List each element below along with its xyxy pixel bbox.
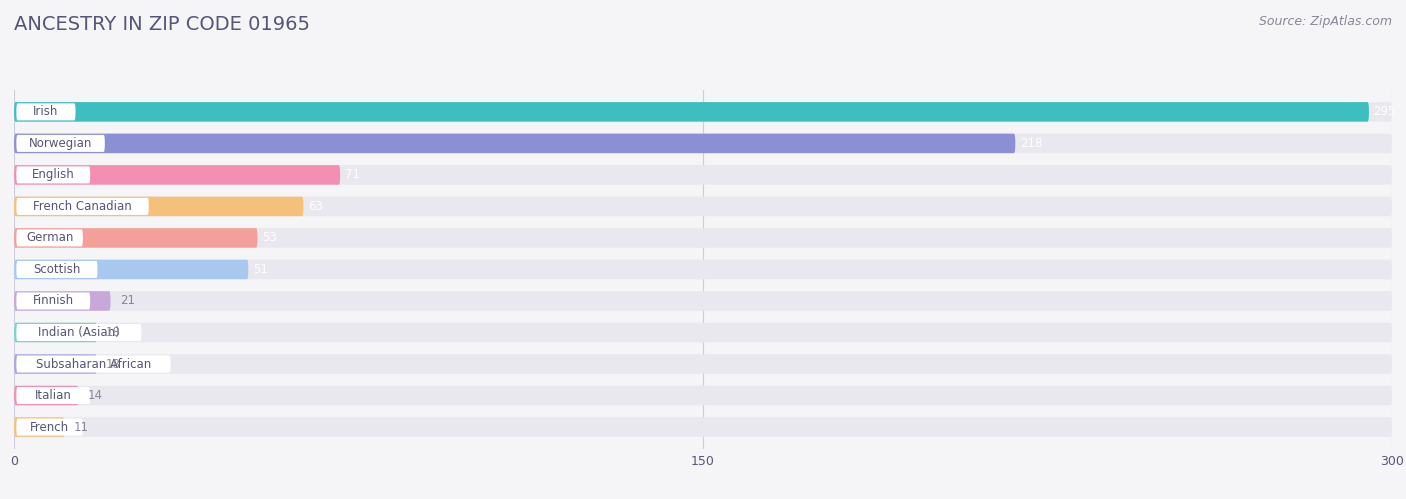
- FancyBboxPatch shape: [17, 198, 149, 215]
- FancyBboxPatch shape: [14, 259, 1392, 279]
- FancyBboxPatch shape: [14, 386, 1392, 405]
- Text: 11: 11: [73, 421, 89, 434]
- Text: French: French: [30, 421, 69, 434]
- Text: 63: 63: [308, 200, 323, 213]
- FancyBboxPatch shape: [14, 354, 1392, 374]
- FancyBboxPatch shape: [14, 197, 1392, 216]
- Text: Italian: Italian: [35, 389, 72, 402]
- FancyBboxPatch shape: [17, 230, 83, 247]
- FancyBboxPatch shape: [14, 197, 304, 216]
- FancyBboxPatch shape: [17, 103, 76, 120]
- FancyBboxPatch shape: [14, 228, 1392, 248]
- FancyBboxPatch shape: [14, 259, 249, 279]
- FancyBboxPatch shape: [14, 134, 1392, 153]
- FancyBboxPatch shape: [14, 165, 340, 185]
- Text: ANCESTRY IN ZIP CODE 01965: ANCESTRY IN ZIP CODE 01965: [14, 15, 311, 34]
- Text: Source: ZipAtlas.com: Source: ZipAtlas.com: [1258, 15, 1392, 28]
- Text: 18: 18: [105, 326, 121, 339]
- FancyBboxPatch shape: [14, 417, 1392, 437]
- FancyBboxPatch shape: [14, 323, 1392, 342]
- FancyBboxPatch shape: [14, 354, 97, 374]
- Text: 53: 53: [262, 232, 277, 245]
- Text: Scottish: Scottish: [34, 263, 80, 276]
- Text: French Canadian: French Canadian: [34, 200, 132, 213]
- FancyBboxPatch shape: [17, 261, 97, 278]
- Text: 18: 18: [105, 357, 121, 370]
- FancyBboxPatch shape: [17, 355, 170, 373]
- FancyBboxPatch shape: [14, 417, 65, 437]
- Text: Indian (Asian): Indian (Asian): [38, 326, 120, 339]
- Text: 71: 71: [344, 169, 360, 182]
- Text: 295: 295: [1374, 105, 1396, 118]
- Text: Subsaharan African: Subsaharan African: [37, 357, 152, 370]
- Text: 51: 51: [253, 263, 267, 276]
- FancyBboxPatch shape: [17, 292, 90, 309]
- FancyBboxPatch shape: [14, 291, 1392, 311]
- FancyBboxPatch shape: [14, 386, 79, 405]
- FancyBboxPatch shape: [17, 419, 83, 436]
- Text: 21: 21: [120, 294, 135, 307]
- FancyBboxPatch shape: [14, 323, 97, 342]
- FancyBboxPatch shape: [14, 228, 257, 248]
- Text: 218: 218: [1019, 137, 1042, 150]
- FancyBboxPatch shape: [14, 165, 1392, 185]
- Text: Irish: Irish: [34, 105, 59, 118]
- FancyBboxPatch shape: [17, 166, 90, 184]
- FancyBboxPatch shape: [17, 135, 105, 152]
- FancyBboxPatch shape: [14, 102, 1369, 122]
- FancyBboxPatch shape: [17, 324, 142, 341]
- FancyBboxPatch shape: [14, 134, 1015, 153]
- Text: Norwegian: Norwegian: [30, 137, 93, 150]
- FancyBboxPatch shape: [14, 102, 1392, 122]
- Text: English: English: [32, 169, 75, 182]
- FancyBboxPatch shape: [17, 387, 90, 404]
- FancyBboxPatch shape: [14, 291, 111, 311]
- Text: Finnish: Finnish: [32, 294, 75, 307]
- Text: German: German: [25, 232, 73, 245]
- Text: 14: 14: [87, 389, 103, 402]
